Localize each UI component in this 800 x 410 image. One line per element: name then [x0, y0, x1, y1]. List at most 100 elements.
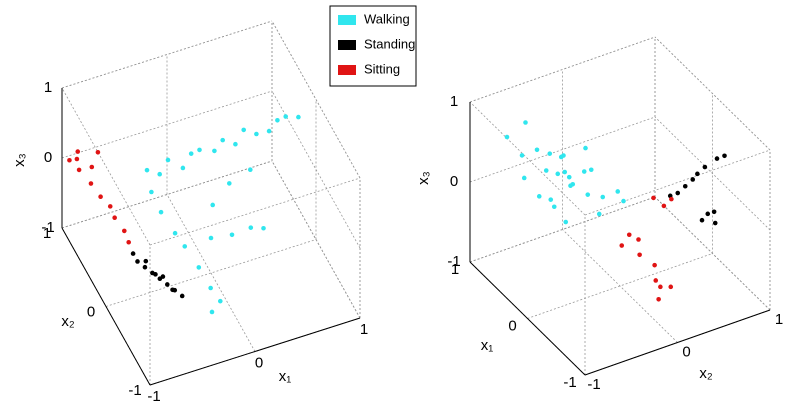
point	[157, 171, 162, 177]
y-axis	[584, 309, 771, 376]
z-axis-title: x₃	[11, 153, 28, 167]
point	[248, 167, 253, 172]
point	[212, 148, 217, 154]
legend-swatch	[338, 15, 356, 25]
point	[658, 284, 663, 290]
point	[543, 168, 549, 173]
grid-line	[61, 20, 273, 89]
z-tick-label: 0	[450, 173, 458, 190]
grid-line	[61, 90, 273, 159]
point	[661, 203, 667, 209]
grid-line	[61, 160, 273, 229]
y-axis-title: x₂	[699, 365, 713, 382]
x-axis-title: x₁	[481, 337, 494, 354]
point	[76, 167, 82, 173]
point	[637, 252, 642, 258]
box-edge	[149, 177, 361, 246]
point	[536, 194, 542, 199]
point	[669, 196, 674, 202]
point	[196, 265, 202, 270]
point	[699, 217, 705, 223]
point	[588, 167, 594, 173]
point	[218, 298, 223, 304]
point	[563, 219, 569, 225]
x-tick-label: 1	[360, 321, 368, 338]
point	[690, 177, 696, 182]
y-tick-label: -1	[128, 382, 141, 399]
y-tick-label: -1	[587, 376, 600, 393]
x-axis	[469, 261, 586, 376]
point	[160, 274, 166, 279]
grid-line	[469, 196, 656, 263]
legend-label: Sitting	[364, 61, 400, 76]
point	[562, 169, 568, 175]
legend-swatch	[338, 65, 356, 75]
x-tick-label: 0	[508, 317, 516, 334]
point	[144, 167, 150, 173]
point	[596, 211, 602, 217]
z-tick-label: -1	[447, 253, 460, 270]
x-tick-label: 0	[255, 354, 263, 371]
z-tick-label: 1	[44, 79, 52, 96]
point	[621, 198, 626, 204]
x-tick-label: -1	[147, 388, 160, 405]
point	[209, 309, 215, 315]
point	[615, 189, 621, 194]
point	[714, 156, 720, 161]
point	[566, 174, 572, 180]
point	[67, 157, 72, 163]
point	[585, 192, 591, 197]
z-tick-label: 1	[450, 93, 458, 110]
point	[88, 181, 94, 186]
point	[158, 209, 164, 215]
point	[197, 147, 202, 153]
legend: Walking Standing Sitting	[329, 5, 417, 87]
point	[254, 131, 259, 137]
point	[695, 171, 700, 177]
point	[583, 145, 588, 151]
legend-label: Standing	[364, 36, 415, 51]
point	[122, 228, 127, 234]
point	[142, 264, 148, 270]
grid-line	[271, 20, 361, 179]
point	[519, 153, 525, 158]
point	[547, 151, 553, 156]
point	[75, 149, 81, 154]
point	[600, 194, 606, 200]
point	[568, 183, 573, 188]
point	[241, 127, 246, 133]
point	[561, 153, 566, 158]
z-tick-label: -1	[41, 219, 54, 236]
x-axis	[149, 317, 361, 386]
z-axis-title: x₃	[415, 171, 432, 185]
point	[504, 134, 510, 140]
point	[675, 190, 681, 196]
point	[229, 232, 235, 238]
point	[172, 230, 178, 236]
point	[98, 194, 103, 199]
grid-line	[166, 194, 256, 352]
point	[711, 209, 717, 215]
point	[275, 118, 280, 123]
grid-line	[271, 160, 361, 319]
grid-line	[562, 229, 678, 343]
grid-line	[527, 253, 713, 319]
grid-line	[654, 36, 771, 151]
point	[143, 258, 149, 264]
point	[126, 239, 131, 245]
point	[179, 293, 185, 299]
point	[180, 165, 186, 171]
y-axis-title: x₂	[61, 313, 75, 330]
x-tick-label: 1	[451, 261, 459, 278]
legend-label: Walking	[364, 11, 410, 26]
box-edge	[469, 101, 586, 216]
point	[220, 137, 225, 143]
point	[165, 282, 170, 287]
point	[266, 128, 272, 134]
point	[188, 151, 194, 156]
point	[712, 220, 718, 226]
grid-line	[469, 116, 656, 183]
z-tick-label: 0	[44, 149, 52, 166]
